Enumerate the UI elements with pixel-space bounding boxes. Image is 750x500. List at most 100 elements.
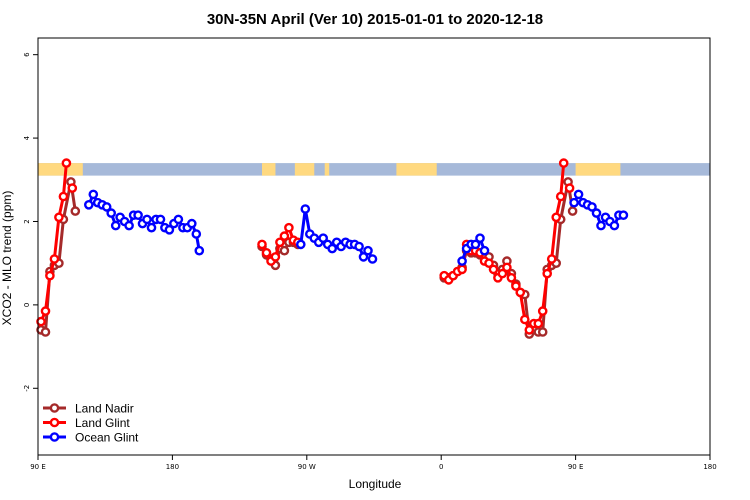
data-point: [591, 208, 602, 218]
data-point: [45, 270, 55, 281]
x-tick-label: 90 E: [30, 463, 46, 471]
data-point: [173, 214, 184, 225]
data-point: [567, 206, 578, 216]
series-land-nadir: [36, 177, 578, 339]
data-point: [133, 210, 143, 220]
data-point: [542, 268, 553, 279]
y-tick-label: 0: [23, 303, 31, 307]
data-point: [573, 189, 584, 200]
data-point: [279, 245, 290, 256]
chart-title: 30N-35N April (Ver 10) 2015-01-01 to 202…: [207, 11, 543, 28]
data-point: [551, 212, 562, 223]
data-point: [488, 264, 499, 275]
data-point: [497, 268, 508, 279]
data-point: [101, 202, 112, 212]
data-point: [54, 212, 64, 223]
legend-entry: Land Glint: [43, 416, 130, 430]
data-point: [155, 214, 166, 225]
x-tick-label: 0: [439, 463, 443, 471]
data-point: [327, 243, 338, 254]
x-axis: 90 E 180 90 W 0 90 E 180: [30, 455, 717, 471]
y-tick-label: 2: [23, 219, 31, 223]
land-mask-segment: [396, 163, 437, 176]
x-tick-label: 90 E: [568, 463, 584, 471]
data-point: [88, 189, 99, 200]
data-point: [142, 214, 152, 225]
data-point: [457, 264, 467, 275]
data-point: [300, 204, 311, 214]
x-tick-label: 180: [166, 463, 179, 471]
legend-label: Ocean Glint: [75, 431, 139, 445]
land-mask-segment: [575, 163, 621, 176]
data-point: [618, 210, 629, 220]
land-mask-segment: [324, 163, 330, 176]
data-point: [261, 247, 272, 258]
y-tick-label: -2: [23, 385, 31, 392]
data-point: [257, 239, 267, 250]
data-point: [279, 231, 290, 241]
data-point: [191, 229, 202, 239]
land-mask-segment: [38, 163, 83, 176]
data-point: [475, 233, 485, 243]
plot-frame: [37, 37, 711, 456]
legend-entry: Land Nadir: [43, 402, 134, 416]
data-point: [36, 316, 46, 327]
data-point: [537, 306, 548, 316]
data-point: [484, 258, 494, 269]
data-point: [363, 245, 373, 256]
data-point: [354, 241, 364, 252]
data-point: [40, 327, 51, 337]
data-point: [124, 220, 134, 231]
data-point: [515, 287, 526, 298]
data-point: [564, 183, 575, 193]
plot-area: [36, 158, 710, 339]
data-point: [67, 183, 78, 193]
data-point: [546, 254, 557, 264]
series-ocean-glint: [84, 189, 629, 266]
data-point: [58, 191, 69, 202]
data-point: [49, 254, 60, 264]
y-axis: -2 0 2 4 6: [23, 52, 38, 392]
data-point: [275, 237, 285, 248]
data-point: [70, 206, 81, 216]
legend-label: Land Nadir: [75, 402, 134, 416]
data-point: [110, 220, 121, 231]
y-tick-label: 6: [23, 52, 31, 57]
data-point: [84, 199, 94, 210]
ocean-mask-band: [38, 163, 710, 176]
series-line: [39, 162, 68, 323]
data-point: [533, 318, 544, 329]
data-point: [318, 233, 329, 243]
data-point: [502, 262, 512, 273]
y-tick-label: 4: [23, 135, 31, 140]
data-point: [40, 306, 51, 316]
legend-swatch-marker: [49, 403, 60, 413]
data-point: [520, 314, 530, 325]
data-point: [511, 281, 521, 291]
data-point: [587, 202, 597, 212]
data-point: [479, 245, 490, 256]
x-axis-label: Longitude: [349, 477, 402, 491]
data-point: [506, 272, 517, 283]
data-point: [106, 208, 116, 218]
data-point: [146, 222, 157, 233]
data-point: [284, 222, 294, 233]
legend-label: Land Glint: [75, 416, 130, 430]
data-point: [537, 327, 548, 337]
y-axis-label: XCO2 - MLO trend (ppm): [0, 191, 14, 326]
data-point: [270, 252, 281, 262]
data-point: [295, 239, 306, 250]
x-tick-label: 180: [703, 463, 716, 471]
series-land-glint: [36, 158, 575, 335]
data-point: [367, 254, 378, 264]
data-point: [609, 220, 620, 231]
data-point: [470, 239, 481, 250]
data-point: [524, 325, 535, 335]
data-point: [164, 224, 175, 235]
data-point: [194, 245, 205, 256]
data-point: [61, 158, 72, 168]
data-point: [558, 158, 569, 168]
legend-entry: Ocean Glint: [43, 431, 139, 445]
